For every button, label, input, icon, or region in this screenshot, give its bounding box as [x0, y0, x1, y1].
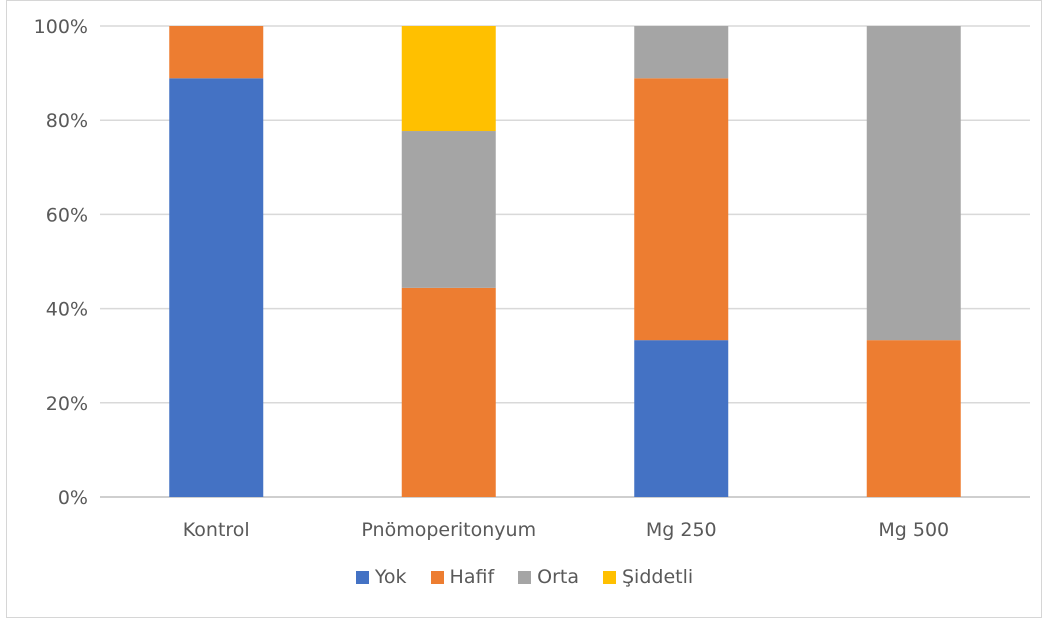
chart-legend: Yok Hafif Orta Şiddetli — [0, 566, 1049, 588]
legend-swatch — [430, 570, 444, 584]
bar-segment-hafif — [634, 78, 729, 341]
legend-label: Hafif — [449, 566, 495, 588]
legend-item: Orta — [518, 566, 579, 588]
bar-segment-yok — [634, 340, 729, 497]
legend-swatch — [355, 570, 369, 584]
legend-label: Şiddetli — [622, 566, 694, 588]
y-tick-label: 60% — [46, 204, 88, 226]
x-category-label: Mg 500 — [878, 519, 949, 541]
legend-label: Yok — [374, 566, 407, 588]
x-category-label: Mg 250 — [646, 519, 717, 541]
x-category-label: Pnömoperitonyum — [361, 519, 536, 541]
x-category-label: Kontrol — [183, 519, 250, 541]
legend-item: Hafif — [430, 566, 495, 588]
bar-segment-şiddetli — [401, 26, 496, 132]
legend-swatch — [518, 570, 532, 584]
bar-segment-orta — [866, 26, 961, 341]
y-tick-label: 100% — [34, 16, 88, 38]
bar-segment-hafif — [866, 340, 961, 497]
legend-item: Yok — [355, 566, 407, 588]
bar-segment-yok — [169, 78, 264, 497]
y-tick-label: 20% — [46, 393, 88, 415]
y-tick-label: 0% — [58, 487, 88, 509]
y-tick-label: 80% — [46, 110, 88, 132]
legend-item: Şiddetli — [603, 566, 693, 588]
bar-segment-hafif — [169, 26, 264, 79]
legend-label: Orta — [537, 566, 579, 588]
bar-segment-orta — [634, 26, 729, 79]
bar-segment-orta — [401, 131, 496, 288]
legend-swatch — [603, 570, 616, 584]
bar-segment-hafif — [401, 287, 496, 497]
y-tick-label: 40% — [46, 299, 88, 321]
